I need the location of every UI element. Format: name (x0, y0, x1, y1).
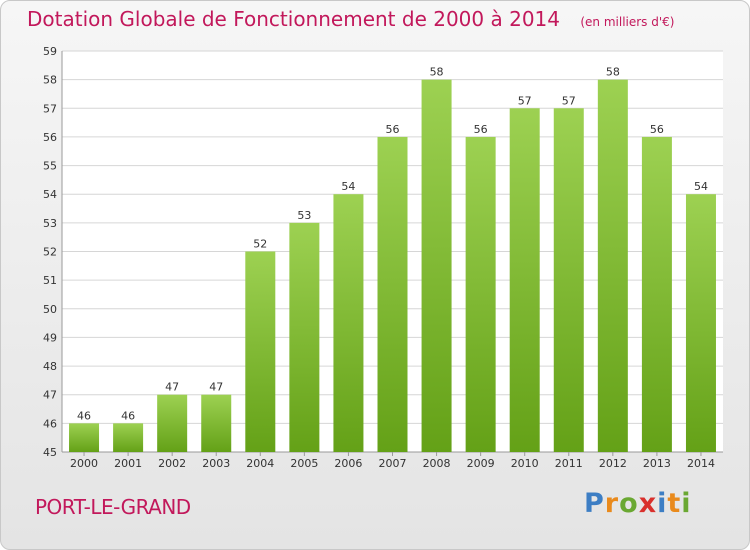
bar (201, 394, 232, 452)
data-label: 57 (562, 94, 576, 107)
x-tick-label: 2002 (158, 457, 186, 470)
x-tick-label: 2013 (643, 457, 671, 470)
x-tick-label: 2000 (70, 457, 98, 470)
bar (685, 194, 716, 452)
bar (157, 394, 188, 452)
bar (333, 194, 364, 452)
y-tick-label: 58 (43, 74, 57, 87)
x-tick-label: 2014 (687, 457, 715, 470)
data-label: 54 (694, 180, 708, 193)
data-label: 46 (77, 409, 91, 422)
bar (289, 222, 320, 452)
commune-name: PORT-LE-GRAND (35, 495, 191, 519)
y-tick-label: 52 (43, 246, 57, 259)
x-tick-label: 2011 (555, 457, 583, 470)
data-label: 52 (253, 238, 267, 251)
bar (113, 423, 144, 452)
data-label: 47 (165, 381, 179, 394)
bar (509, 108, 540, 453)
data-label: 56 (650, 123, 664, 136)
bar (245, 251, 276, 452)
chart-subtitle: (en milliers d'€) (580, 15, 675, 29)
bar (597, 79, 628, 453)
x-tick-label: 2003 (202, 457, 230, 470)
proxiti-logo: Proxiti (584, 488, 692, 519)
x-tick-label: 2009 (467, 457, 495, 470)
x-tick-label: 2006 (334, 457, 362, 470)
data-label: 54 (341, 180, 355, 193)
bar (641, 136, 672, 452)
x-tick-label: 2008 (423, 457, 451, 470)
y-tick-label: 51 (43, 274, 57, 287)
bar (69, 423, 100, 452)
data-label: 56 (386, 123, 400, 136)
chart-title-text: Dotation Globale de Fonctionnement de 20… (27, 7, 560, 31)
x-tick-label: 2005 (290, 457, 318, 470)
y-tick-label: 55 (43, 160, 57, 173)
x-tick-label: 2010 (511, 457, 539, 470)
y-tick-label: 54 (43, 188, 57, 201)
y-tick-label: 45 (43, 446, 57, 459)
data-label: 57 (518, 94, 532, 107)
y-tick-label: 49 (43, 331, 57, 344)
bars (69, 79, 716, 453)
y-tick-label: 50 (43, 303, 57, 316)
bar (377, 136, 408, 452)
y-tick-label: 46 (43, 417, 57, 430)
y-tick-label: 48 (43, 360, 57, 373)
data-label: 58 (430, 66, 444, 79)
bar (421, 79, 452, 453)
chart-title: Dotation Globale de Fonctionnement de 20… (27, 7, 674, 31)
y-tick-label: 47 (43, 389, 57, 402)
x-tick-label: 2007 (379, 457, 407, 470)
y-tick-label: 57 (43, 102, 57, 115)
data-label: 58 (606, 66, 620, 79)
bar (553, 108, 584, 453)
x-tick-label: 2012 (599, 457, 627, 470)
x-tick-label: 2001 (114, 457, 142, 470)
y-tick-label: 59 (43, 45, 57, 58)
x-tick-label: 2004 (246, 457, 274, 470)
data-labels: 46 46 47 47 52 53 54 56 58 56 57 57 58 56 54 (77, 66, 708, 423)
bar (465, 136, 496, 452)
data-label: 53 (297, 209, 311, 222)
data-label: 47 (209, 381, 223, 394)
y-tick-label: 56 (43, 131, 57, 144)
y-tick-label: 53 (43, 217, 57, 230)
data-label: 46 (121, 409, 135, 422)
data-label: 56 (474, 123, 488, 136)
